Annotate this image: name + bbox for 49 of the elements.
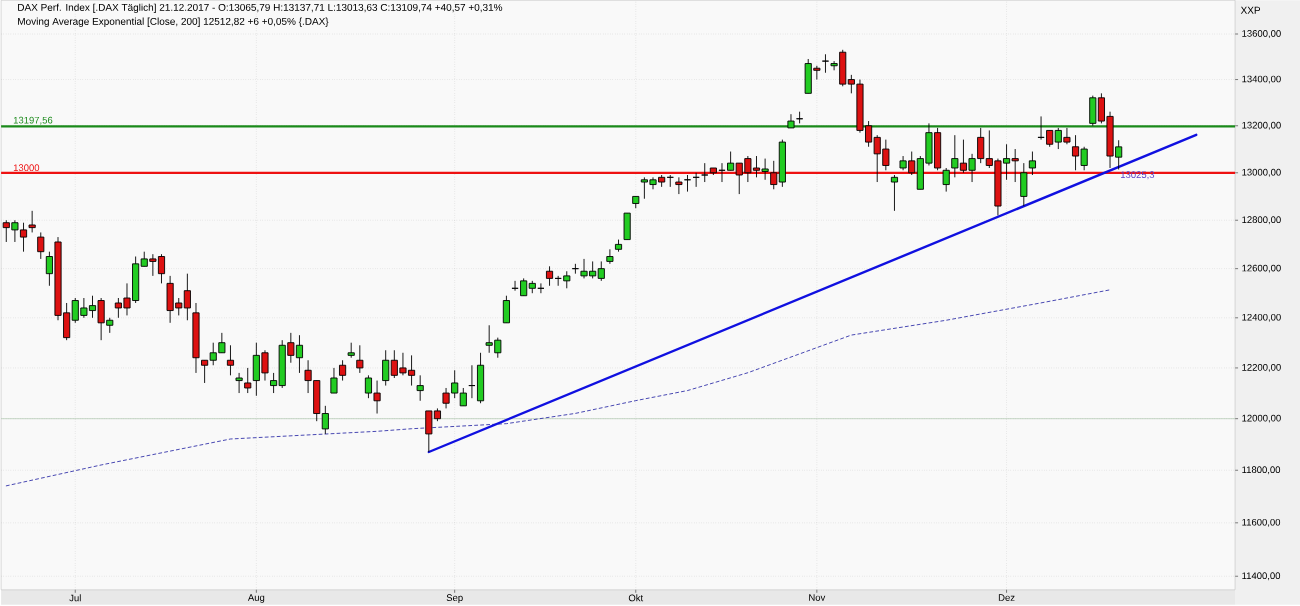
y-tick-label: 11800,00	[1242, 466, 1281, 475]
candlestick	[382, 349, 390, 386]
candlestick	[821, 53, 830, 74]
ref-line-label: 13197,56	[13, 116, 53, 125]
candlestick	[787, 113, 795, 129]
x-tick-label: Nov	[809, 594, 826, 601]
candlestick	[416, 374, 424, 402]
y-tick-label: 12400,00	[1242, 313, 1281, 322]
y-tick-label: 12600,00	[1242, 264, 1281, 273]
y-tick-label: 12000,00	[1242, 414, 1281, 423]
candlestick	[606, 248, 614, 265]
x-tick-label: Dez	[998, 594, 1015, 601]
candlestick	[183, 273, 191, 321]
x-tick-label: Jul	[69, 594, 81, 602]
y-tick-label: 13400,00	[1242, 75, 1281, 84]
x-tick-label: Sep	[446, 594, 463, 603]
candlestick	[770, 160, 778, 190]
candlestick	[890, 174, 899, 212]
candlestick	[226, 344, 235, 376]
candlestick	[597, 260, 605, 282]
candlestick	[321, 405, 329, 435]
y-tick-label: 13000,00	[1242, 168, 1281, 177]
candlestick	[330, 367, 338, 394]
y-tick-label: 11600,00	[1242, 518, 1281, 527]
candlestick	[244, 367, 252, 394]
candlestick	[942, 167, 950, 192]
chart-title: DAX Perf. Index [.DAX Täglich] 21.12.2017 - O:13065,79 H:13137,71 L:13013,63 C:13109,74 +40,57 +0,31%	[18, 3, 503, 13]
text: Moving Average Exponential [Close, 200] 12512,82 +6 +0,05% {.DAX}	[18, 17, 329, 27]
candlestick	[1028, 150, 1036, 176]
line-series	[5, 289, 1111, 487]
x-tick-label: Okt	[628, 594, 644, 602]
candlestick	[37, 231, 45, 260]
candlestick	[28, 210, 36, 233]
y-tick-label: 11400,00	[1242, 572, 1281, 581]
candlestick	[339, 359, 347, 381]
candlestick	[675, 176, 683, 195]
y-tick-label: 12200,00	[1242, 363, 1281, 372]
text: XXP	[1240, 6, 1261, 14]
candlestick	[356, 344, 364, 374]
candlestick	[1020, 162, 1028, 207]
y-tick-label: 13600,00	[1242, 29, 1281, 38]
ref-line-label: 13000	[13, 164, 40, 171]
candlestick	[502, 295, 510, 324]
x-tick-label: Aug	[247, 594, 265, 603]
y-tick-label: 13200,00	[1242, 121, 1281, 130]
candlestick	[701, 162, 709, 183]
y-tick-label: 12800,00	[1242, 216, 1281, 225]
candlestick	[235, 372, 243, 394]
candlestick	[545, 265, 554, 287]
